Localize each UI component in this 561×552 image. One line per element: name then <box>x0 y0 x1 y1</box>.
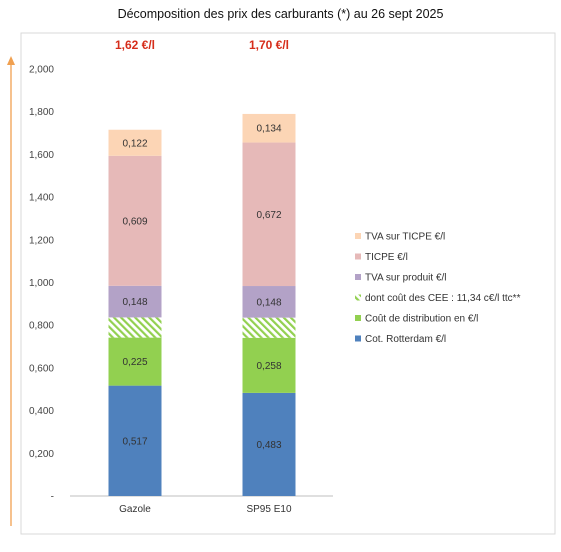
legend-label: Cot. Rotterdam €/l <box>365 334 446 345</box>
bar-segment <box>242 337 296 393</box>
segment-value-label: 0,483 <box>256 440 281 451</box>
bar-total-label: 1,70 €/l <box>249 38 289 52</box>
bar-segment <box>242 142 296 287</box>
bar-segment <box>108 285 162 318</box>
plot-frame <box>20 32 556 535</box>
segment-value-label: 0,122 <box>122 138 147 149</box>
bar-segment <box>108 337 162 386</box>
y-tick-label: 1,600 <box>29 150 54 161</box>
y-tick-label: - <box>51 492 54 503</box>
segment-value-label: 0,225 <box>122 357 147 368</box>
segment-value-label: 0,148 <box>256 297 281 308</box>
y-tick-label: 1,000 <box>29 278 54 289</box>
y-tick-label: 1,400 <box>29 193 54 204</box>
bar-segment <box>242 286 296 318</box>
legend-swatch <box>355 315 361 321</box>
y-tick-label: 0,600 <box>29 363 54 374</box>
segment-value-label: 0,672 <box>256 210 281 221</box>
bar-segment <box>108 317 162 338</box>
bar-segment <box>242 113 296 143</box>
legend-swatch <box>355 233 361 239</box>
bar-segment <box>108 385 162 496</box>
legend-swatch <box>355 274 361 280</box>
legend-swatch <box>355 335 361 342</box>
y-tick-label: 0,200 <box>29 449 54 460</box>
arrow-head <box>7 56 15 65</box>
segment-value-label: 0,609 <box>122 216 147 227</box>
y-tick-label: 2,000 <box>29 65 54 76</box>
legend-label: TVA sur TICPE €/l <box>365 232 445 243</box>
segment-value-label: 0,517 <box>122 436 147 447</box>
bar-segment <box>242 392 296 496</box>
segment-value-label: 0,148 <box>122 297 147 308</box>
bar-segment <box>108 155 162 286</box>
bar-total-label: 1,62 €/l <box>115 38 155 52</box>
legend-label: TICPE €/l <box>365 252 408 263</box>
legend-label: dont coût des CEE : 11,34 c€/l ttc** <box>365 293 521 304</box>
y-tick-label: 0,800 <box>29 321 54 332</box>
y-tick-label: 1,800 <box>29 107 54 118</box>
legend-label: TVA sur produit €/l <box>365 273 447 284</box>
y-tick-label: 0,400 <box>29 406 54 417</box>
x-category-label: SP95 E10 <box>246 504 291 515</box>
x-category-label: Gazole <box>119 504 151 515</box>
segment-value-label: 0,134 <box>256 124 281 135</box>
legend-label: Coût de distribution en €/l <box>365 314 478 325</box>
bar-segment <box>242 317 296 338</box>
segment-value-label: 0,258 <box>256 361 281 372</box>
chart-title: Décomposition des prix des carburants (*… <box>117 7 444 21</box>
legend-swatch <box>355 253 361 260</box>
legend-swatch <box>355 294 361 301</box>
bar-segment <box>108 129 162 156</box>
y-tick-label: 1,200 <box>29 235 54 246</box>
